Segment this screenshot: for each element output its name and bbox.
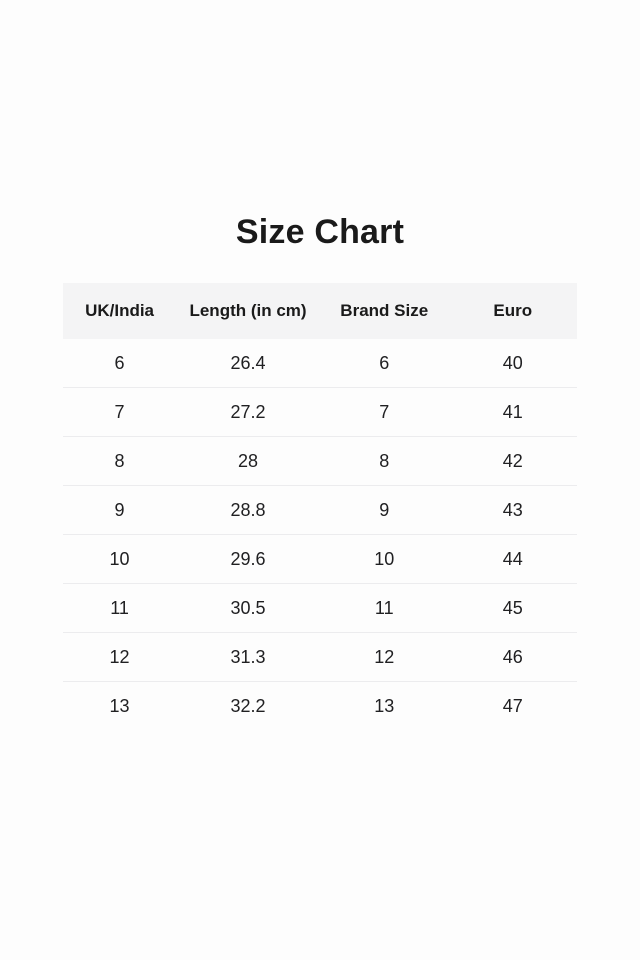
table-cell: 44 [448, 534, 577, 585]
table-cell: 28 [176, 436, 320, 487]
page-title: Size Chart [235, 213, 405, 251]
table-row: 12 31.3 12 46 [63, 632, 577, 683]
table-cell: 40 [448, 338, 577, 389]
size-chart-table: UK/India Length (in cm) Brand Size Euro 6 26… [63, 282, 577, 731]
table-cell: 9 [63, 485, 177, 536]
table-cell: 11 [319, 583, 449, 634]
table-row: 11 30.5 11 45 [63, 583, 577, 634]
table-row: 9 28.8 9 43 [63, 485, 577, 536]
header-cell: Length (in cm) [176, 282, 320, 339]
table-cell: 46 [448, 632, 577, 683]
table-cell: 47 [502, 696, 523, 717]
table-cell: 8 [63, 436, 177, 487]
table-header-row: UK/India Length (in cm) Brand Size Euro [63, 282, 577, 339]
table-cell: 8 [319, 436, 449, 487]
header-cell: Euro [448, 282, 577, 339]
table-row: 13 32.2 13 47 [63, 682, 577, 731]
table-cell: 26.4 [176, 338, 320, 389]
table-cell: 42 [448, 436, 577, 487]
table-cell: 30.5 [176, 583, 320, 634]
table-cell: 32.2 [230, 696, 266, 717]
table-cell: 10 [319, 534, 449, 585]
table-cell: 28.8 [176, 485, 320, 536]
table-cell: 27.2 [176, 387, 320, 438]
table-cell: 31.3 [176, 632, 320, 683]
table-cell: 9 [319, 485, 449, 536]
table-cell: 7 [319, 387, 449, 438]
table-cell: 12 [319, 632, 449, 683]
table-cell: 29.6 [176, 534, 320, 585]
table-cell: 6 [319, 338, 449, 389]
table-cell: 45 [448, 583, 577, 634]
table-cell: 13 [374, 696, 395, 717]
table-cell: 10 [63, 534, 177, 585]
table-row: 8 28 8 42 [63, 436, 577, 487]
table-row: 6 26.4 6 40 [63, 338, 577, 389]
table-row: 7 27.2 7 41 [63, 387, 577, 438]
table-cell: 41 [448, 387, 577, 438]
header-cell: UK/India [63, 282, 177, 339]
header-cell: Brand Size [319, 282, 449, 339]
table-cell: 12 [63, 632, 177, 683]
table-cell: 13 [109, 696, 130, 717]
table-body: 6 26.4 6 40 7 27.2 7 41 8 28 8 42 9 28.8 9 43 10 29.6 10 44… [63, 338, 577, 731]
table-cell: 7 [63, 387, 177, 438]
table-cell: 6 [63, 338, 177, 389]
table-header: UK/India Length (in cm) Brand Size Euro [63, 282, 577, 339]
table-row: 10 29.6 10 44 [63, 534, 577, 585]
table-cell: 11 [63, 583, 177, 634]
table-cell: 43 [448, 485, 577, 536]
